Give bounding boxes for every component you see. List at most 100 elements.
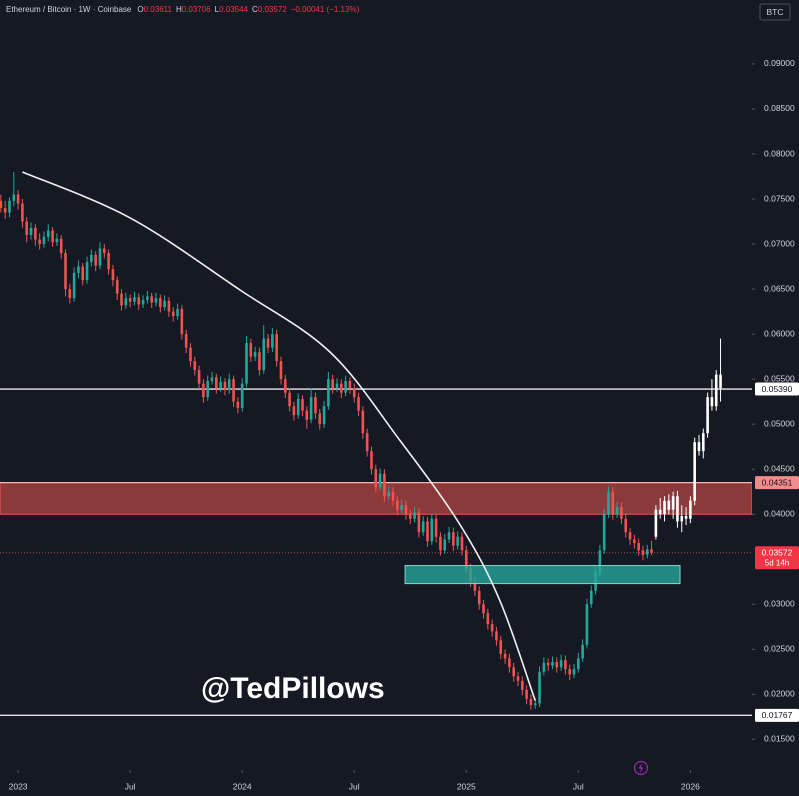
y-tick-label: 0.06000 (764, 328, 795, 338)
candle-body (486, 613, 490, 625)
candle-body (266, 338, 270, 348)
candle-body (693, 442, 696, 501)
candle-body (542, 662, 546, 672)
candle-body (77, 266, 80, 273)
countdown: 5d 14h (765, 558, 789, 567)
candle-body (391, 491, 395, 501)
candle-body (508, 658, 511, 668)
candle-body (585, 604, 589, 645)
candle-body (654, 509, 658, 537)
candle-body (607, 491, 610, 515)
candle-body (154, 298, 158, 303)
candle-body (512, 667, 515, 677)
candle-body (495, 631, 498, 641)
candle-body (296, 398, 300, 416)
candle-body (546, 662, 550, 666)
candle-body (370, 451, 373, 470)
candle-body (288, 392, 291, 407)
candle-body (223, 381, 227, 390)
candle-body (357, 397, 360, 411)
candle-body (430, 518, 434, 542)
candle-body (628, 532, 632, 540)
candle-body (150, 296, 153, 303)
watermark: @TedPillows (201, 672, 385, 705)
candle-body (387, 491, 391, 497)
candle-body (210, 377, 214, 381)
symbol-title: Ethereum / Bitcoin · 1W · Coinbase (6, 5, 132, 14)
y-tick-label: 0.04000 (764, 508, 795, 518)
candle-body (335, 383, 339, 389)
candle-body (98, 248, 102, 266)
candle-body (499, 640, 503, 654)
y-tick-label: 0.09000 (764, 58, 795, 68)
candle-body (25, 221, 29, 236)
candle-body (581, 644, 584, 659)
candle-body (464, 550, 468, 569)
candle-body (236, 401, 240, 408)
candle-body (309, 397, 313, 420)
y-tick-label: 0.08500 (764, 103, 795, 113)
candle-body (671, 496, 675, 510)
candle-body (215, 377, 218, 389)
candle-body (706, 397, 709, 434)
candle-body (572, 669, 576, 675)
candle-body (456, 536, 459, 546)
candle-body (163, 300, 166, 308)
y-tick-label: 0.05500 (764, 373, 795, 383)
candle-body (624, 518, 628, 533)
zone-label: 0.04351 (762, 477, 793, 487)
candle-body (115, 280, 119, 294)
candle-body (124, 298, 128, 306)
x-tick-label: Jul (125, 781, 136, 791)
candle-body (59, 238, 63, 254)
candle-body (589, 590, 593, 605)
hline-label: 0.01767 (762, 710, 793, 720)
y-tick-label: 0.02000 (764, 689, 795, 699)
candle-body (180, 308, 184, 335)
candle-body (85, 262, 89, 281)
candle-body (645, 549, 649, 555)
candle-body (46, 230, 50, 237)
candle-body (301, 398, 304, 411)
candle-body (120, 293, 123, 306)
candle-body (128, 298, 132, 302)
candle-body (365, 433, 369, 452)
candle-body (279, 361, 283, 380)
candle-body (94, 254, 97, 266)
candle-body (184, 334, 188, 348)
candle-body (421, 521, 425, 533)
candle-body (684, 516, 688, 519)
candle-body (305, 410, 309, 420)
candle-body (637, 543, 640, 551)
candle-body (271, 334, 274, 348)
candle-body (689, 500, 692, 519)
current-price-box (755, 546, 799, 570)
candle-body (413, 512, 416, 519)
candle-body (292, 406, 296, 416)
candle-body (482, 604, 485, 614)
candle-body (352, 388, 356, 398)
candle-body (650, 549, 653, 553)
candle-body (331, 379, 334, 389)
hline-label-box (755, 708, 799, 722)
candle-body (283, 379, 287, 393)
alert-icon[interactable] (633, 760, 649, 776)
hline-label: 0.05390 (762, 384, 793, 394)
candle-body (202, 383, 205, 398)
candle-body (559, 660, 563, 668)
candle-body (404, 505, 408, 515)
candle-body (568, 669, 572, 675)
x-tick-label: 2023 (9, 781, 28, 791)
candle-body (667, 500, 671, 510)
candle-body (42, 236, 46, 245)
candle-body (361, 410, 365, 434)
candle-body (641, 550, 645, 555)
candle-body (697, 442, 701, 452)
candle-body (232, 379, 235, 402)
candle-body (676, 496, 679, 522)
zone-label-box (755, 476, 799, 490)
candle-body (516, 676, 520, 681)
candle-body (176, 308, 179, 317)
